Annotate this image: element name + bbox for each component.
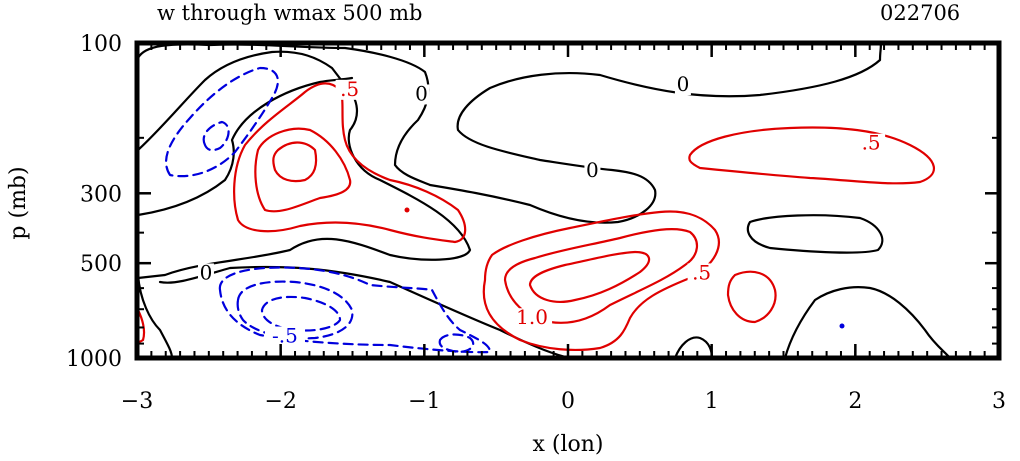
- contour-label: .5: [862, 131, 881, 155]
- contour-label-bg: [197, 263, 214, 284]
- contour-label-bg: [264, 326, 305, 347]
- contour-pos-center-inner: [528, 250, 651, 303]
- contour-neg-bottom-outer: [218, 266, 492, 354]
- x-tick-label: −1: [408, 389, 440, 414]
- x-tick-label: 1: [705, 389, 719, 414]
- contour-neg-bottom-mid: [236, 280, 354, 340]
- plot-frame: [134, 40, 1002, 361]
- y-axis-title: p (mb): [6, 166, 31, 239]
- contour-zero-bottom-right: [783, 286, 952, 360]
- y-tick-label: 1000: [66, 347, 122, 372]
- contour-pos-center-mid: [503, 228, 698, 324]
- y-tick-label: 500: [80, 252, 122, 277]
- contour-zero-top: [136, 40, 882, 224]
- contour-label: 0: [200, 260, 213, 284]
- contour-label-bg: [674, 75, 691, 96]
- x-tick-label: 0: [561, 389, 575, 414]
- y-tick-label: 300: [80, 182, 122, 207]
- contour-neg-top-inner: [202, 120, 230, 152]
- contour-label-bg: [512, 308, 553, 329]
- contour-zero-right-oval: [746, 214, 884, 254]
- x-tick-label: 2: [848, 389, 862, 414]
- contour-label: .5: [340, 77, 359, 101]
- contour-label-bg: [687, 263, 716, 284]
- minor-ticks: [136, 43, 1000, 358]
- contour-label-bg: [584, 160, 601, 181]
- y-tick-labels: 100 300 500 1000: [66, 32, 122, 372]
- x-tick-label: −3: [121, 389, 153, 414]
- x-tick-label: −2: [264, 389, 296, 414]
- contour-label: -.5: [272, 324, 298, 348]
- contour-zero-lower-left2: [136, 273, 174, 360]
- contour-pos-left-mid: [254, 127, 352, 213]
- contour-label-bg: [335, 79, 364, 100]
- contour-pos-small-right: [726, 270, 777, 324]
- chart-id-label: 022706: [880, 1, 960, 25]
- x-axis-title: x (lon): [532, 432, 603, 457]
- x-tick-labels: −3 −2 −1 0 1 2 3: [121, 389, 1006, 414]
- contour-label: 0: [677, 72, 690, 96]
- contour-pos-right-oval: [688, 126, 936, 185]
- contour-label-layer: .5 0 0 0 .5 0 .5 1.0 -.5: [197, 72, 886, 348]
- contour-label: 1.0: [516, 305, 548, 329]
- contour-zero-left: [136, 50, 472, 280]
- contour-neg-bottom-small: [438, 333, 475, 354]
- contour-pos-left-inner: [272, 141, 318, 183]
- contour-pos-center-outer: [482, 210, 720, 352]
- contour-neg-top-outer: [165, 66, 279, 178]
- contour-pos-left-outer: [233, 82, 467, 244]
- contour-neg-dot: [839, 323, 845, 329]
- x-tick-label: 3: [992, 389, 1006, 414]
- contour-label: .5: [692, 260, 711, 284]
- contour-zero-bottom-hump: [673, 336, 714, 360]
- contour-label: 0: [415, 81, 428, 105]
- chart-title: w through wmax 500 mb: [157, 1, 423, 25]
- major-ticks: [135, 41, 1001, 360]
- contour-zero-left-mid: [136, 76, 354, 217]
- contour-label: 0: [586, 158, 599, 182]
- contour-label-bg: [857, 133, 886, 154]
- y-tick-label: 100: [80, 32, 122, 57]
- contour-label-bg: [413, 84, 430, 105]
- contour-pos-dot: [404, 207, 410, 213]
